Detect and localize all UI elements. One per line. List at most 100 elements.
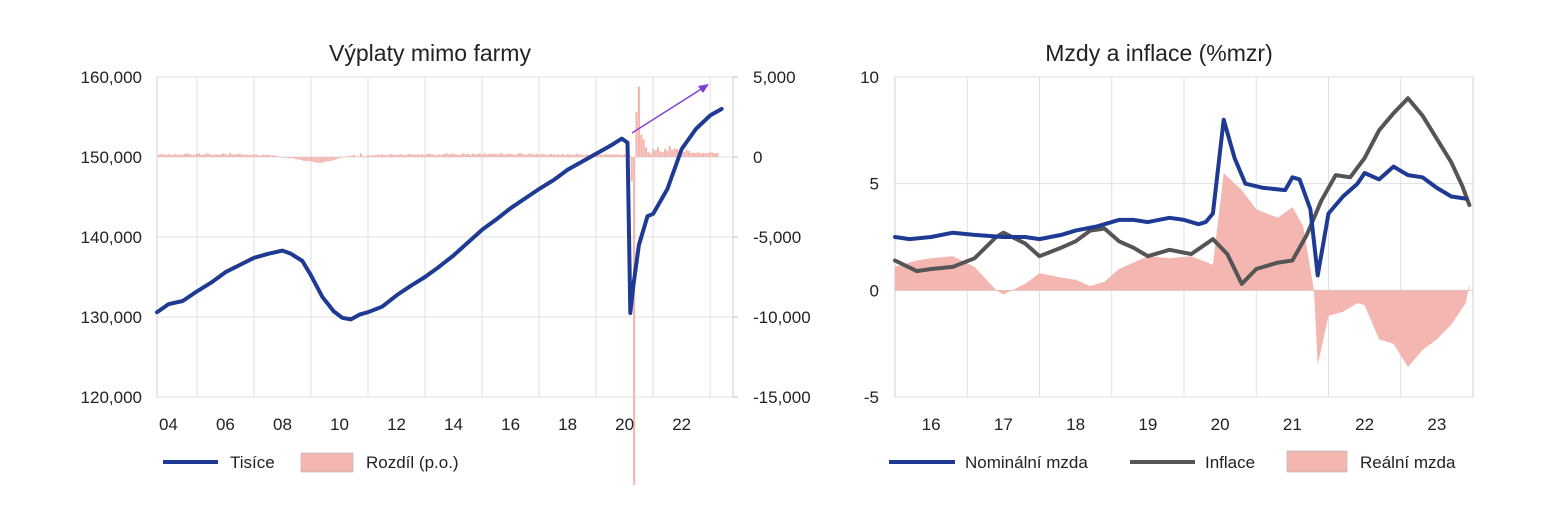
difference-bar [428,153,431,157]
difference-bar [490,153,493,157]
difference-bar [290,157,294,158]
difference-bar [666,150,669,157]
difference-bar [343,156,346,158]
y-right-tick-label: -10,000 [753,308,811,327]
difference-bar [547,154,550,157]
difference-bar [450,153,453,157]
difference-bar [172,154,175,157]
difference-bar [416,154,419,157]
difference-bar [169,155,172,157]
difference-bar [397,154,400,157]
difference-bar [682,152,686,157]
difference-bar [692,152,695,157]
difference-bar [404,155,408,157]
difference-bar [279,156,282,158]
series-area-realni-mzda [895,173,1470,368]
difference-bar [438,154,441,157]
difference-bar [195,153,198,157]
difference-bar [495,154,498,157]
difference-bar [328,157,332,162]
difference-bar [198,153,201,157]
difference-bar [583,155,586,157]
difference-bar [514,154,517,157]
difference-bar [174,154,177,157]
difference-bar [530,154,534,157]
difference-bar [250,155,253,157]
difference-bar [243,154,246,157]
difference-bar [431,154,434,157]
difference-bar [421,154,424,157]
legend-label-rozdil: Rozdíl (p.o.) [366,453,459,472]
difference-bar [618,154,621,157]
difference-bar [357,156,360,158]
difference-bar [212,155,215,157]
difference-bar [314,157,317,163]
difference-bar [260,155,263,157]
difference-bar [238,153,241,157]
difference-bar [478,153,481,157]
difference-bar [452,153,455,157]
difference-bar [255,154,258,157]
x-tick-label-22: 22 [672,415,691,434]
difference-bar [374,155,377,157]
difference-bar [528,153,531,157]
difference-bar [393,155,396,157]
difference-bar [564,155,567,157]
difference-bar [673,148,676,157]
difference-bar [231,154,234,157]
difference-bar [557,154,560,157]
y-left-tick-label: 150,000 [81,148,142,167]
difference-bar [488,153,491,157]
difference-bar [160,154,163,157]
difference-bar [433,154,436,157]
difference-bar [711,152,714,157]
difference-bar [224,153,227,157]
difference-bar [200,154,203,157]
difference-bar [516,153,519,157]
difference-bar [635,112,638,157]
y-tick-label: -5 [864,388,879,407]
difference-bar [633,157,636,485]
difference-bar [642,139,645,157]
difference-bar [378,155,381,157]
difference-bar [538,154,541,157]
x-tick-label-23: 23 [1427,415,1446,434]
difference-bar [554,154,557,157]
difference-bar [193,154,196,157]
x-tick-label-18: 18 [558,415,577,434]
difference-bar [271,155,275,157]
difference-bar [580,154,583,157]
series-line-tisice [155,107,724,322]
right-chart-title: Mzdy a inflace (%mzr) [1045,40,1272,66]
series-line-nominalni-mzda [893,117,1468,278]
difference-bar [585,154,588,157]
difference-bar [423,155,427,157]
difference-bar [640,134,643,157]
nonfarm-payrolls-chart: Výplaty mimo farmy 04 06 08 10 12 14 16 18 20 22 1… [81,40,811,485]
right-legend: Nominální mzda Inflace Reální mzda [889,450,1456,473]
difference-bar [492,153,496,157]
difference-bar [687,150,690,157]
difference-bar [214,154,217,157]
difference-bar [549,153,553,157]
difference-bar [457,154,460,157]
difference-bar [604,153,607,157]
difference-bar [350,155,353,157]
legend-label-tisice: Tisíce [230,453,275,472]
difference-bar [288,157,291,159]
difference-bar [464,154,467,157]
difference-bar [652,149,655,157]
left-chart-title: Výplaty mimo farmy [329,40,531,66]
difference-bar [459,154,462,157]
difference-bar [699,153,702,157]
difference-bar [694,153,697,157]
difference-bar [252,154,256,157]
difference-bar [614,154,617,157]
difference-bar [466,153,469,157]
difference-bar [659,151,662,157]
difference-bar [447,154,450,157]
difference-bar [307,157,310,162]
difference-bar [205,153,208,157]
difference-bar [523,154,526,157]
legend-swatch-rozdil [300,452,354,473]
